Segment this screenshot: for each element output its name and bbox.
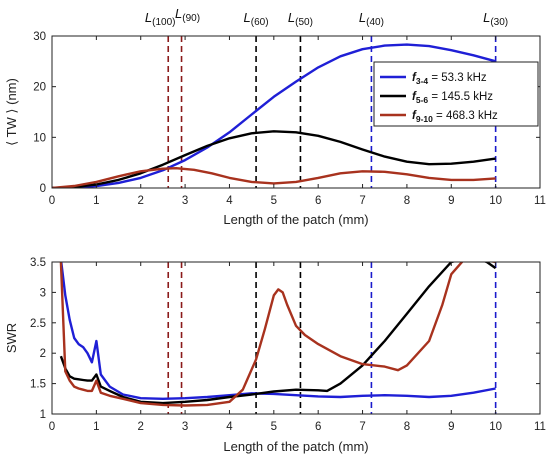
marker-label-sub: (60) [251, 17, 269, 28]
marker-label-sub: (50) [295, 17, 313, 28]
series-line-2 [52, 130, 496, 188]
marker-label: L(100) [145, 10, 176, 28]
marker-label: L(30) [483, 10, 508, 28]
marker-label-sub: (30) [490, 17, 508, 28]
axes-box [51, 35, 541, 189]
y-tick-label: 2 [40, 348, 46, 360]
marker-label-sub: (40) [366, 17, 384, 28]
y-tick-label: 30 [33, 31, 46, 43]
x-tick-label: 5 [271, 195, 277, 207]
legend-subscript: 3-4 [416, 76, 429, 86]
x-tick-label: 1 [93, 421, 99, 433]
axes-box [51, 261, 541, 415]
x-tick-label: 7 [359, 421, 365, 433]
legend-subscript: 9-10 [416, 114, 433, 124]
legend-entry-2: f5-6 = 145.5 kHz [412, 91, 493, 105]
x-tick-label: 7 [359, 195, 365, 207]
x-axis-title: Length of the patch (mm) [223, 439, 368, 454]
legend-subscript: 5-6 [416, 95, 429, 105]
x-tick-label: 10 [489, 421, 502, 433]
series-line-3 [52, 167, 496, 188]
x-tick-label: 8 [404, 195, 410, 207]
y-axis-title: ⟨ TW ⟩ (nm) [4, 78, 19, 146]
marker-label: L(60) [244, 10, 269, 28]
panel-1: 0 1 2 3 4 5 6 7 8 9 10 11 0 10 20 30 Length of the patch… [4, 6, 546, 227]
y-axis-title: SWR [4, 323, 19, 353]
legend-symbol: f [412, 91, 417, 103]
marker-label: L(90) [175, 6, 200, 24]
series-line-1 [52, 43, 496, 188]
legend-symbol: f [412, 110, 417, 122]
marker-label-sub: (100) [152, 17, 175, 28]
legend-box [373, 61, 539, 127]
plot-area [52, 262, 540, 414]
x-tick-label: 9 [448, 421, 454, 433]
x-tick-label: 6 [315, 421, 321, 433]
legend-value: = 468.3 kHz [433, 110, 498, 122]
x-tick-label: 1 [93, 195, 99, 207]
y-tick-label: 0 [40, 183, 46, 195]
marker-label: L(50) [288, 10, 313, 28]
x-tick-label: 0 [49, 195, 55, 207]
x-tick-label: 8 [404, 421, 410, 433]
x-tick-label: 10 [489, 195, 502, 207]
series-group [52, 43, 496, 188]
x-tick-label: 2 [138, 421, 144, 433]
x-tick-label: 9 [448, 195, 454, 207]
marker-label: L(40) [359, 10, 384, 28]
x-tick-label: 4 [226, 421, 233, 433]
legend-entry-3: f9-10 = 468.3 kHz [412, 110, 498, 124]
y-tick-label: 1 [40, 409, 46, 421]
series-line-1 [60, 262, 496, 400]
series-line-2 [59, 262, 497, 405]
legend-symbol: f [412, 72, 417, 84]
y-tick-label: 3 [40, 287, 46, 299]
y-tick-label: 10 [33, 132, 46, 144]
x-tick-label: 3 [182, 421, 188, 433]
legend-value: = 145.5 kHz [428, 91, 493, 103]
x-tick-label: 0 [49, 421, 55, 433]
y-tick-label: 1.5 [30, 379, 46, 391]
legend-value: = 53.3 kHz [428, 72, 487, 84]
legend-entry-1: f3-4 = 53.3 kHz [412, 72, 487, 86]
y-tick-label: 3.5 [30, 257, 46, 269]
x-tick-label: 4 [226, 195, 233, 207]
x-tick-label: 6 [315, 195, 321, 207]
x-tick-label: 5 [271, 421, 277, 433]
x-tick-label: 2 [138, 195, 144, 207]
marker-label-sub: (90) [182, 13, 200, 24]
series-group [59, 262, 497, 407]
x-tick-label: 11 [534, 195, 546, 207]
x-axis-title: Length of the patch (mm) [223, 212, 368, 227]
y-tick-label: 2.5 [30, 318, 46, 330]
y-tick-label: 20 [33, 82, 46, 94]
x-tick-label: 11 [534, 421, 546, 433]
series-line-3 [59, 262, 496, 407]
x-tick-label: 3 [182, 195, 188, 207]
